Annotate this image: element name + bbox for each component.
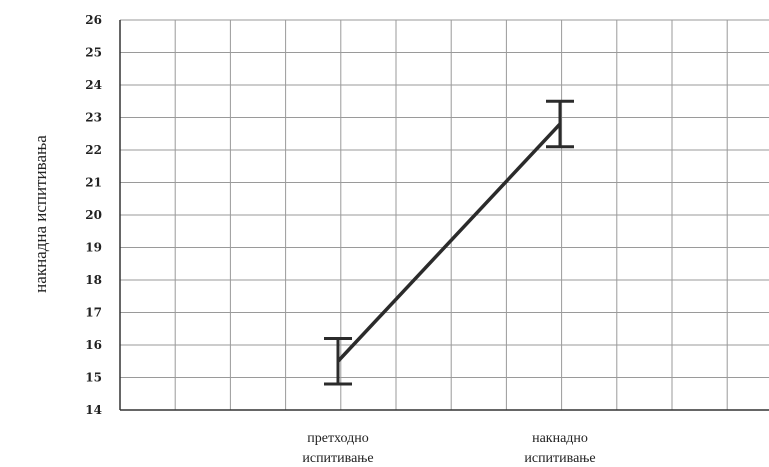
y-tick-label: 23: [85, 111, 102, 125]
series-layer: [324, 99, 574, 386]
x-category-label: накнадно испитивање: [524, 431, 595, 466]
y-tick-label: 21: [85, 176, 102, 190]
y-tick-label: 26: [85, 13, 102, 27]
series-line: [336, 122, 562, 363]
x-category-labels: претходно испитивање накнадно испитивање: [302, 431, 595, 466]
y-tick-label: 18: [85, 273, 102, 287]
y-axis-label: накнадна испитивања: [31, 135, 50, 293]
y-tick-label: 16: [85, 338, 102, 352]
grid: [119, 19, 769, 411]
y-tick-label: 24: [85, 78, 102, 92]
y-tick-labels: 14 15 16 17 18 19 20 21 22 23 24 25 26: [85, 13, 102, 417]
y-tick-label: 17: [85, 306, 102, 320]
y-tick-label: 22: [85, 143, 102, 157]
y-tick-label: 19: [85, 241, 102, 255]
x-category-label: претходно испитивање: [302, 431, 373, 466]
y-tick-label: 14: [85, 403, 102, 417]
y-tick-label: 20: [85, 208, 102, 222]
y-tick-label: 15: [85, 371, 102, 385]
y-tick-label: 25: [85, 46, 102, 60]
